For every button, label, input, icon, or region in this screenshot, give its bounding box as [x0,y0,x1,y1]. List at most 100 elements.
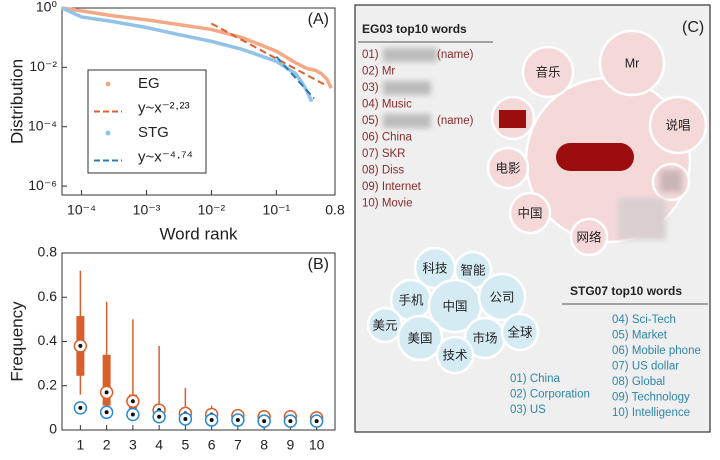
eg-word: 05) [362,115,379,127]
stg-word: 02) Corporation [510,389,590,401]
y-tick-label: 0.6 [38,288,58,304]
stg-word: 05) Market [612,330,668,342]
panel-label: (B) [308,256,329,273]
x-tick-label: 9 [286,437,294,453]
x-tick-label: 10⁻¹ [263,202,291,218]
bubble-label: Mr [625,56,640,70]
x-tick-label: 8 [260,437,268,453]
plot-frame [61,7,336,196]
box [102,354,111,406]
bubble-label: 美国 [407,331,432,345]
stg-word: 09) Technology [612,392,690,404]
fit-line [275,55,315,100]
legend-label: EG [138,75,160,92]
x-tick-label: 7 [234,437,242,453]
bubble [486,146,530,190]
median-dot [235,418,240,423]
bubble-label: 中国 [442,298,467,313]
stg-word: 07) US dollar [612,361,679,373]
bubble-label: 美元 [372,318,397,332]
bubble-label: 市场 [472,330,497,345]
bubble-label: 技术 [442,348,468,362]
redacted [660,170,682,192]
bubble-label: 全球 [507,324,533,339]
bubble-label: 电影 [495,161,521,175]
redacted [383,81,431,95]
median-dot [130,399,135,404]
legend-label: y~x⁻²·²³ [138,99,190,116]
eg-title: EG03 top10 words [362,22,467,36]
eg-word: 09) Internet [362,181,422,193]
median-dot [78,343,83,348]
stg-word: 01) China [510,373,560,385]
eg-word: 01) [362,49,379,61]
eg-word: (name) [437,115,474,127]
redacted [618,198,666,240]
panel-label: (A) [308,11,329,28]
median-dot [157,414,162,419]
x-tick-label: 1 [76,437,84,453]
median-dot [209,418,214,423]
stg-word: 10) Intelligence [612,407,690,419]
bubble-label: 公司 [489,290,514,304]
y-tick-label: 0.8 [38,244,58,260]
y-tick-label: 0.4 [38,332,58,348]
y-tick-label: 10⁰ [36,0,58,15]
x-tick-label: 5 [181,437,189,453]
bubble-label: 科技 [422,261,448,275]
y-tick-label: 10⁻⁶ [28,177,57,193]
legend-swatch [105,81,111,87]
bubble-label: 中国 [517,205,542,220]
stg-word: 06) Mobile phone [612,345,701,357]
y-tick-label: 0 [49,421,57,437]
x-tick-label: 2 [103,437,111,453]
bubble [396,314,444,362]
legend-swatch [105,130,111,136]
x-tick-label: 6 [208,437,216,453]
bubble [508,191,552,235]
panel-label: (C) [682,19,704,36]
x-tick-label: 10⁻⁴ [67,202,96,218]
bubble [569,217,609,257]
legend-label: STG [138,124,169,141]
redacted [383,48,437,62]
x-tick-label: 10⁻² [198,202,226,218]
bubble [477,272,527,322]
bubble-label: 手机 [398,293,424,307]
median-dot [262,419,267,424]
legend [87,69,207,174]
eg-word: 06) China [362,132,412,144]
bubble [648,95,708,155]
y-tick-label: 10⁻⁴ [28,117,57,133]
bubble-label: 说唱 [665,117,690,132]
x-tick-label: 10⁻³ [133,202,161,218]
stg-word: 08) Global [612,376,665,388]
median-dot [104,410,109,415]
bubble-label: 网络 [576,229,602,244]
stg-title: STG07 top10 words [570,284,682,298]
eg-word: 03) [362,82,379,94]
x-axis-label: Word rank [159,224,238,243]
redacted [383,114,431,128]
bubble [435,335,475,375]
eg-word: (name) [437,49,474,61]
eg-word: 07) SKR [362,148,405,160]
bubble-label: 音乐 [535,64,560,79]
redacted [556,143,634,171]
median-dot [78,405,83,410]
y-axis-label: Distribution [7,59,26,144]
bubble [521,45,575,99]
stg-word: 03) US [510,404,546,416]
eg-word: 08) Diss [362,165,404,177]
redacted [499,110,526,128]
data-line [61,6,314,103]
legend-label: y~x⁻⁴·⁷⁴ [138,148,193,165]
y-axis-label: Frequency [7,301,26,382]
y-tick-label: 10⁻² [29,58,57,74]
median-dot [130,412,135,417]
stg-word: 04) Sci-Tech [612,314,676,326]
eg-word: 02) Mr [362,66,395,78]
eg-word: 10) Movie [362,198,413,210]
